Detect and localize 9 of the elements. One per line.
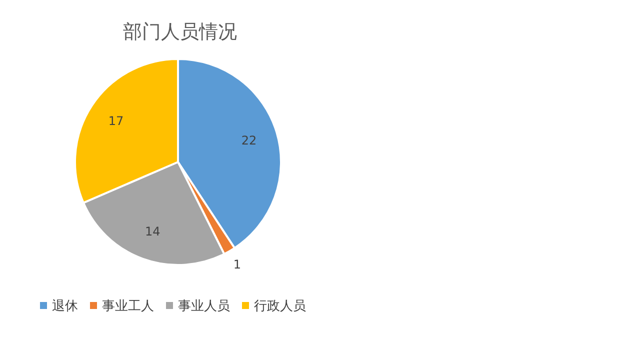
data-label: 22 [241, 134, 257, 148]
legend-label: 事业工人 [102, 299, 154, 314]
data-label: 17 [108, 114, 124, 128]
data-label: 14 [144, 224, 160, 239]
data-label: 1 [233, 258, 242, 272]
legend-label: 事业人员 [178, 299, 230, 314]
legend-label: 退休 [52, 299, 78, 314]
legend-label: 行政人员 [254, 299, 306, 314]
chart-title: 部门人员情况 [123, 21, 237, 43]
